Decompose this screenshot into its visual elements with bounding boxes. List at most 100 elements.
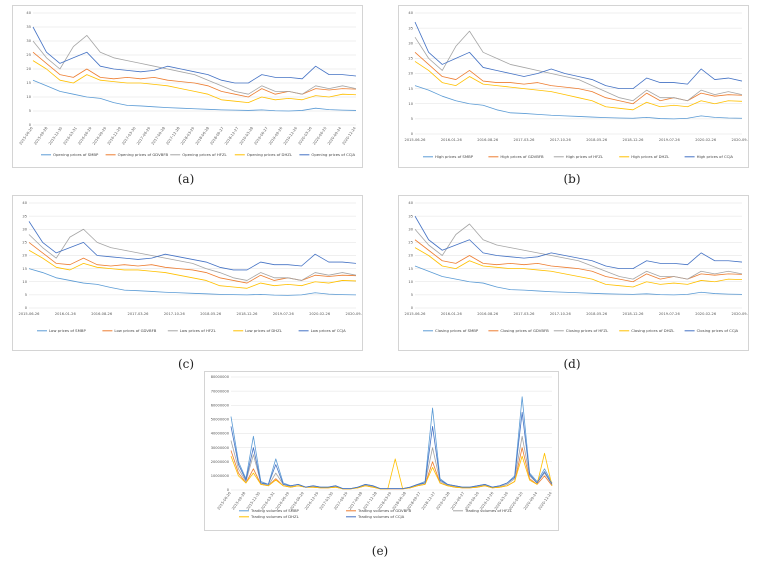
x-tick-label: 2019-07-26 bbox=[659, 312, 681, 316]
legend-entry: Opening prices of GDVBFB bbox=[118, 152, 169, 157]
legend-entry: Trading volumes of CCJA bbox=[357, 514, 405, 519]
y-tick-label: 15 bbox=[408, 267, 413, 271]
x-tick-label: 2017-10-26 bbox=[550, 138, 572, 142]
x-tick-label: 2020-02-26 bbox=[695, 138, 717, 142]
series-line bbox=[32, 34, 357, 95]
x-tick-label: 2017-06-29 bbox=[333, 491, 349, 511]
legend-entry: Trading volumes of SMBP bbox=[250, 508, 300, 513]
panel-b-chart: 0 5 10 15 20 25 30 35 40 2015-06-26 2016-01-26 2016… bbox=[398, 5, 749, 168]
x-tick-label: 2018-09-27 bbox=[209, 126, 224, 145]
series-line bbox=[32, 26, 357, 84]
series-line bbox=[414, 215, 743, 270]
x-tick-label: 2020-09-26 bbox=[346, 312, 362, 316]
y-tick-label: 15 bbox=[408, 87, 413, 91]
y-tick-label: 10000000 bbox=[211, 474, 230, 478]
y-tick-label: 0 bbox=[25, 306, 28, 310]
legend-entry: Closing prices of HFZL bbox=[566, 328, 609, 333]
legend-entry: Opening prices of SMBP bbox=[53, 152, 99, 157]
legend-entry: Closing prices of CCJA bbox=[697, 328, 739, 333]
legend-entry: Closing prices of GDVBFB bbox=[500, 328, 549, 333]
y-tick-label: 15 bbox=[26, 81, 31, 85]
x-tick-label: 2016-01-26 bbox=[441, 312, 463, 316]
series-line bbox=[230, 435, 553, 490]
x-tick-label: 2018-12-26 bbox=[623, 138, 645, 142]
y-tick-label: 40 bbox=[408, 201, 413, 205]
series-line bbox=[28, 221, 357, 271]
legend-entry: Trading volumes of DHZL bbox=[250, 514, 300, 519]
x-tick-label: 2015-09-28 bbox=[231, 491, 247, 511]
y-tick-label: 80000000 bbox=[211, 375, 230, 379]
x-tick-label: 2016-08-26 bbox=[477, 138, 499, 142]
y-tick-label: 70000000 bbox=[211, 389, 230, 393]
y-tick-label: 5 bbox=[411, 293, 413, 297]
x-tick-label: 2019-07-26 bbox=[659, 138, 681, 142]
y-tick-label: 10 bbox=[408, 102, 413, 106]
y-tick-label: 40 bbox=[26, 11, 31, 15]
x-tick-label: 2015-12-30 bbox=[48, 126, 64, 146]
x-tick-label: 2018-12-26 bbox=[237, 312, 259, 316]
caption-c: (c) bbox=[177, 357, 195, 371]
series-line bbox=[32, 79, 357, 112]
legend-entry: Opening prices of HFZL bbox=[182, 152, 227, 157]
chart-c-svg: 0 5 10 15 20 25 30 35 40 2015-06-26 2016-01-26 2016… bbox=[19, 201, 362, 333]
legend-entry: Trading volumes of GDVBFB bbox=[357, 508, 411, 513]
y-tick-label: 25 bbox=[26, 53, 31, 57]
x-tick-label: 2015-06-26 bbox=[19, 126, 35, 146]
y-tick-label: 35 bbox=[26, 25, 31, 29]
y-tick-label: 5 bbox=[25, 293, 27, 297]
x-tick-label: 2019-06-27 bbox=[450, 491, 465, 510]
x-tick-label: 2017-10-26 bbox=[550, 312, 572, 316]
y-tick-label: 60000000 bbox=[211, 403, 230, 407]
y-tick-label: 40 bbox=[22, 201, 27, 205]
y-tick-label: 20 bbox=[26, 67, 31, 71]
y-tick-label: 5 bbox=[29, 109, 31, 113]
x-tick-label: 2020-09-26 bbox=[732, 312, 748, 316]
legend-entry: Low prices of DHZL bbox=[245, 328, 283, 333]
y-tick-label: 20 bbox=[408, 72, 413, 76]
panel-d-chart: 0 5 10 15 20 25 30 35 40 2015-06-26 2016-01-26 2016… bbox=[398, 195, 749, 351]
x-tick-label: 2020-03-26 bbox=[298, 126, 314, 146]
y-tick-label: 10 bbox=[26, 95, 31, 99]
y-tick-label: 0 bbox=[29, 123, 32, 127]
x-tick-label: 2015-06-26 bbox=[19, 312, 41, 316]
x-tick-label: 2016-06-29 bbox=[77, 126, 93, 146]
x-tick-label: 2018-03-29 bbox=[180, 126, 196, 146]
x-tick-label: 2018-05-26 bbox=[586, 312, 608, 316]
x-tick-label: 2020-02-26 bbox=[695, 312, 717, 316]
y-tick-label: 20 bbox=[22, 254, 27, 258]
series-line bbox=[414, 247, 743, 288]
y-tick-label: 20 bbox=[408, 254, 413, 258]
series-line bbox=[32, 60, 357, 103]
y-tick-label: 40000000 bbox=[211, 432, 230, 436]
x-tick-label: 2018-12-27 bbox=[421, 491, 436, 510]
x-tick-label: 2017-03-30 bbox=[319, 491, 335, 511]
legend-entry: High prices of HFZL bbox=[566, 154, 604, 159]
caption-e: (e) bbox=[371, 544, 389, 558]
y-tick-label: 50000000 bbox=[211, 418, 230, 422]
x-tick-label: 2019-09-26 bbox=[268, 126, 284, 146]
y-tick-label: 5 bbox=[411, 117, 413, 121]
caption-d: (d) bbox=[563, 357, 581, 371]
y-tick-label: 30 bbox=[22, 227, 27, 231]
x-tick-label: 2020-02-26 bbox=[309, 312, 331, 316]
x-tick-label: 2019-12-26 bbox=[283, 126, 299, 146]
legend-entry: Opening prices of CCJA bbox=[311, 152, 355, 157]
y-tick-label: 25 bbox=[22, 241, 27, 245]
y-tick-label: 30 bbox=[26, 39, 31, 43]
x-tick-label: 2019-03-28 bbox=[435, 491, 451, 511]
x-tick-label: 2018-06-28 bbox=[195, 126, 211, 146]
x-tick-label: 2018-05-26 bbox=[200, 312, 222, 316]
series-line bbox=[414, 265, 743, 296]
x-tick-label: 2016-12-29 bbox=[304, 491, 320, 511]
y-tick-label: 30 bbox=[408, 227, 413, 231]
x-tick-label: 2018-12-26 bbox=[623, 312, 645, 316]
series-line bbox=[414, 21, 743, 90]
legend-entry: Low prices of GDVBFB bbox=[114, 328, 156, 333]
x-tick-label: 2017-09-28 bbox=[151, 126, 167, 146]
x-tick-label: 2015-06-26 bbox=[217, 491, 233, 511]
panel-a-chart: 0 5 10 15 20 25 30 35 40 2015-06-26 2015-09-28 2015… bbox=[12, 5, 363, 168]
y-tick-label: 15 bbox=[22, 267, 27, 271]
x-tick-label: 2016-08-26 bbox=[91, 312, 113, 316]
x-tick-label: 2020-12-24 bbox=[538, 491, 554, 511]
y-tick-label: 30 bbox=[408, 41, 413, 45]
